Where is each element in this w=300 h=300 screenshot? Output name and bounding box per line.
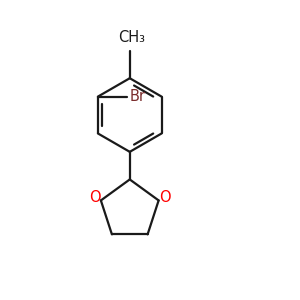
Text: Br: Br [130, 89, 146, 104]
Text: O: O [159, 190, 171, 205]
Text: CH₃: CH₃ [118, 30, 145, 45]
Text: O: O [88, 190, 100, 205]
